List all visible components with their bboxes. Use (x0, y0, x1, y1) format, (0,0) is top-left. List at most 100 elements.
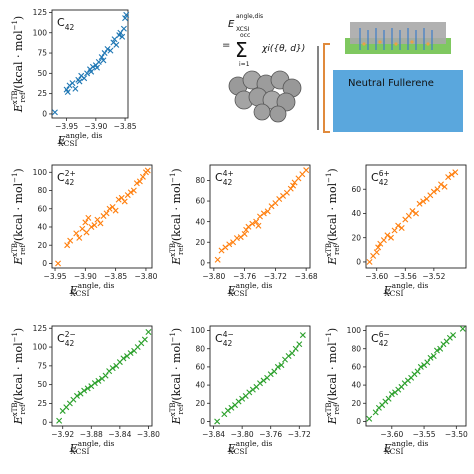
data-point (287, 185, 294, 192)
data-point (97, 220, 104, 227)
data-point (144, 167, 151, 174)
y-tick-label: 40 (37, 223, 47, 232)
y-tick-label: 125 (33, 324, 48, 333)
y-tick-label: 40 (195, 217, 205, 226)
x-tick-label: −3.56 (394, 272, 417, 281)
data-point (228, 404, 235, 411)
data-point (64, 89, 71, 96)
data-point (257, 380, 263, 387)
data-point (375, 244, 382, 251)
data-point (107, 47, 114, 54)
data-point (56, 417, 63, 424)
y-tick-label: 100 (347, 326, 362, 335)
data-point (292, 345, 299, 352)
data-point (433, 347, 440, 354)
x-tick-label: −3.95 (55, 122, 78, 131)
x-tick-label: −3.76 (259, 430, 282, 439)
y-tick-label: 60 (351, 185, 361, 194)
data-point (64, 242, 71, 249)
y-tick-label: 40 (351, 209, 361, 218)
data-point (264, 208, 271, 215)
y-tick-label: 20 (351, 399, 361, 408)
formula-sum-bottom: i=1 (239, 61, 250, 68)
data-point (398, 225, 405, 232)
y-tick-label: 100 (191, 326, 206, 335)
x-axis-label: Eangle, dis XCSI (383, 281, 429, 298)
data-point (98, 54, 105, 61)
data-point (122, 15, 129, 22)
x-tick-label: −3.84 (108, 430, 131, 439)
x-tick-label: −3.95 (44, 272, 67, 281)
data-point (136, 178, 143, 185)
data-point (111, 36, 118, 43)
data-point (424, 359, 431, 366)
data-point (255, 222, 262, 229)
data-point (253, 218, 260, 225)
data-point (120, 25, 127, 32)
data-point (430, 188, 437, 195)
data-point (452, 169, 459, 176)
data-point (233, 235, 240, 242)
data-point (141, 336, 148, 343)
x-tick-label: −3.60 (365, 272, 388, 281)
data-point (106, 205, 113, 212)
data-point (420, 198, 427, 205)
panel-label: C6− 42 (371, 330, 390, 348)
data-point (388, 391, 395, 398)
x-tick-label: −3.88 (80, 430, 103, 439)
data-point (130, 187, 137, 194)
data-point (104, 45, 111, 52)
data-point (133, 180, 140, 187)
data-point (450, 332, 457, 339)
data-point (459, 325, 466, 332)
data-point (83, 229, 90, 236)
panel-7: −3.60 −3.55 −3.50 0 20 40 60 80 100 C6− 42 Eangle, … (325, 325, 468, 456)
panel-label: C6+ 42 (371, 169, 390, 187)
data-point (373, 249, 380, 256)
x-axis-label: Eangle, dis XCSI (57, 131, 103, 148)
data-point (427, 354, 434, 361)
x-tick-label: −3.52 (422, 272, 445, 281)
y-tick-label: 100 (33, 343, 48, 352)
data-point (102, 372, 109, 379)
formula-eq: = (222, 40, 230, 51)
data-point (366, 415, 373, 422)
formula-sum-symbol: Σ (235, 38, 248, 62)
data-point (101, 50, 108, 57)
y-tick-label: 20 (195, 238, 205, 247)
data-point (260, 210, 267, 217)
y-tick-label: 20 (195, 399, 205, 408)
data-point (139, 173, 146, 180)
data-point (417, 363, 424, 370)
x-tick-label: −3.80 (202, 272, 225, 281)
y-tick-label: 0 (356, 258, 361, 267)
plot-frame (365, 164, 467, 269)
formula-sum-top: occ (240, 32, 250, 39)
x-tick-label: −3.85 (104, 272, 127, 281)
data-point (91, 222, 98, 229)
fullerene-diagram: Neutral Fullerene (317, 22, 463, 133)
x-tick-label: −3.92 (51, 430, 74, 439)
data-point (82, 219, 89, 226)
y-tick-label: 75 (37, 361, 47, 370)
data-point (239, 395, 246, 402)
panel-label: C2+ 42 (57, 169, 76, 187)
data-point (74, 392, 80, 399)
data-point (414, 368, 421, 375)
data-point (372, 409, 379, 416)
data-point (113, 41, 120, 48)
y-tick-label: 80 (195, 344, 205, 353)
y-tick-label: 100 (33, 168, 48, 177)
data-point (224, 407, 231, 414)
y-tick-label: 50 (37, 69, 47, 78)
y-tick-label: 25 (37, 89, 47, 98)
data-point (391, 227, 398, 234)
formula-rhs: χi({θ, d}) (261, 44, 305, 54)
data-point (384, 232, 391, 239)
data-point (121, 198, 128, 205)
y-axis-label: ExTBref/(kcal · mol−1) (11, 16, 27, 113)
y-tick-label: 60 (37, 204, 47, 213)
plot-frame (51, 164, 153, 269)
data-point (434, 186, 441, 193)
bracket (323, 43, 330, 133)
